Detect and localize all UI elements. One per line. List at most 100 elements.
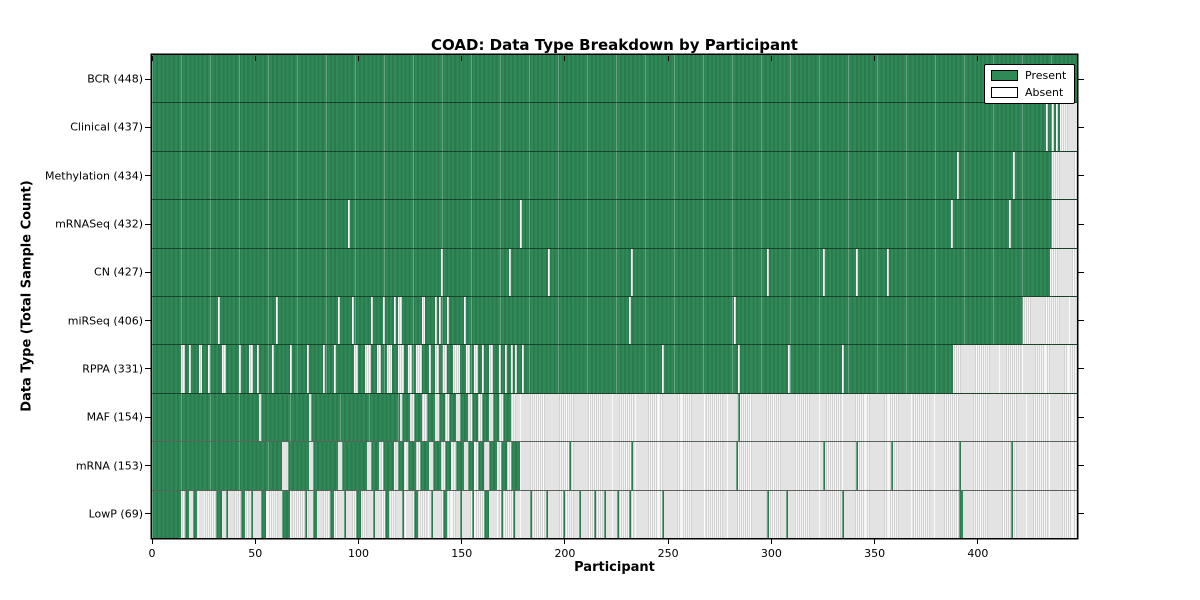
- present-range: [959, 490, 964, 539]
- present-range: [459, 393, 468, 442]
- present-range: [1010, 442, 1013, 490]
- present-range: [261, 490, 266, 539]
- absent-range: [257, 345, 260, 393]
- absent-range: [238, 345, 241, 393]
- x-tick: [461, 539, 463, 544]
- x-tick: [874, 539, 876, 544]
- x-tick-top: [564, 56, 566, 61]
- absent-range: [738, 345, 741, 393]
- legend-label-absent: Absent: [1025, 86, 1064, 99]
- x-tick: [770, 539, 772, 544]
- present-range: [856, 442, 859, 490]
- present-range: [500, 442, 508, 490]
- present-range: [408, 442, 417, 490]
- row-label-Clinical: Clinical (437): [70, 120, 143, 134]
- row-label-mRNA: mRNA (153): [75, 459, 143, 473]
- present-range: [344, 490, 347, 539]
- present-range: [823, 442, 826, 490]
- present-range: [513, 490, 516, 539]
- present-range: [484, 490, 489, 539]
- absent-range: [1046, 103, 1049, 151]
- absent-range: [734, 297, 737, 345]
- y-tick: [145, 513, 151, 515]
- present-range: [628, 490, 632, 539]
- y-tick: [145, 368, 151, 370]
- y-tick: [145, 126, 151, 128]
- present-range: [529, 490, 532, 539]
- x-axis-label: Participant: [574, 560, 655, 575]
- y-tick-right: [1078, 513, 1084, 515]
- absent-range: [354, 345, 359, 393]
- present-range: [492, 393, 499, 442]
- x-tick-top: [667, 56, 669, 61]
- x-tick-label: 300: [760, 547, 782, 560]
- x-tick: [254, 539, 256, 544]
- present-range: [193, 490, 198, 539]
- present-range: [397, 442, 404, 490]
- heatmap-row-miRSeq: [152, 297, 1077, 346]
- absent-range: [519, 200, 522, 248]
- present-range: [569, 442, 572, 490]
- present-range: [736, 442, 739, 490]
- present-range: [313, 490, 318, 539]
- absent-range: [275, 297, 278, 345]
- x-tick-label: 250: [657, 547, 679, 560]
- present-range: [401, 490, 404, 539]
- row-label-Methylation: Methylation (434): [45, 169, 143, 183]
- y-tick: [145, 271, 151, 273]
- absent-range: [416, 345, 423, 393]
- absent-range: [323, 345, 326, 393]
- present-range: [546, 490, 549, 539]
- y-tick: [145, 465, 151, 467]
- present-range: [767, 490, 770, 539]
- chart-title: COAD: Data Type Breakdown by Participant: [431, 36, 798, 54]
- absent-range: [823, 248, 826, 297]
- present-range: [661, 490, 665, 539]
- absent-range: [488, 345, 493, 393]
- x-tick: [977, 539, 979, 544]
- present-range: [310, 393, 400, 442]
- y-tick-right: [1078, 175, 1084, 177]
- absent-range: [548, 248, 551, 297]
- absent-range: [222, 345, 227, 393]
- y-tick-right: [1078, 78, 1084, 80]
- present-range: [385, 490, 390, 539]
- present-range: [240, 490, 245, 539]
- present-range: [430, 490, 433, 539]
- absent-range: [957, 151, 960, 200]
- absent-range: [408, 345, 413, 393]
- y-tick-right: [1078, 126, 1084, 128]
- x-tick-top: [874, 56, 876, 61]
- absent-range: [438, 297, 442, 345]
- absent-range: [383, 297, 386, 345]
- absent-range: [521, 345, 524, 393]
- present-range: [472, 490, 475, 539]
- present-range: [426, 393, 435, 442]
- y-tick: [145, 78, 151, 80]
- present-range: [593, 490, 596, 539]
- y-tick: [145, 175, 151, 177]
- x-tick-label: 100: [347, 547, 369, 560]
- row-label-LowP: LowP (69): [88, 507, 143, 521]
- absent-range: [333, 345, 336, 393]
- present-range: [579, 490, 582, 539]
- present-range: [414, 490, 419, 539]
- present-range: [432, 442, 442, 490]
- y-tick: [145, 320, 151, 322]
- legend: Present Absent: [984, 64, 1076, 104]
- present-range: [449, 393, 456, 442]
- present-range: [370, 442, 380, 490]
- absent-range: [189, 345, 192, 393]
- absent-range: [393, 297, 396, 345]
- present-range: [185, 490, 190, 539]
- present-range: [401, 393, 411, 442]
- present-range: [356, 490, 361, 539]
- absent-range: [1050, 248, 1077, 297]
- row-label-miRSeq: miRSeq (406): [67, 314, 143, 328]
- absent-range: [515, 345, 518, 393]
- present-range: [482, 393, 489, 442]
- x-tick-label: 400: [967, 547, 989, 560]
- heatmap-row-LowP: [152, 490, 1077, 539]
- absent-range: [474, 345, 479, 393]
- heatmap-row-CN: [152, 248, 1077, 298]
